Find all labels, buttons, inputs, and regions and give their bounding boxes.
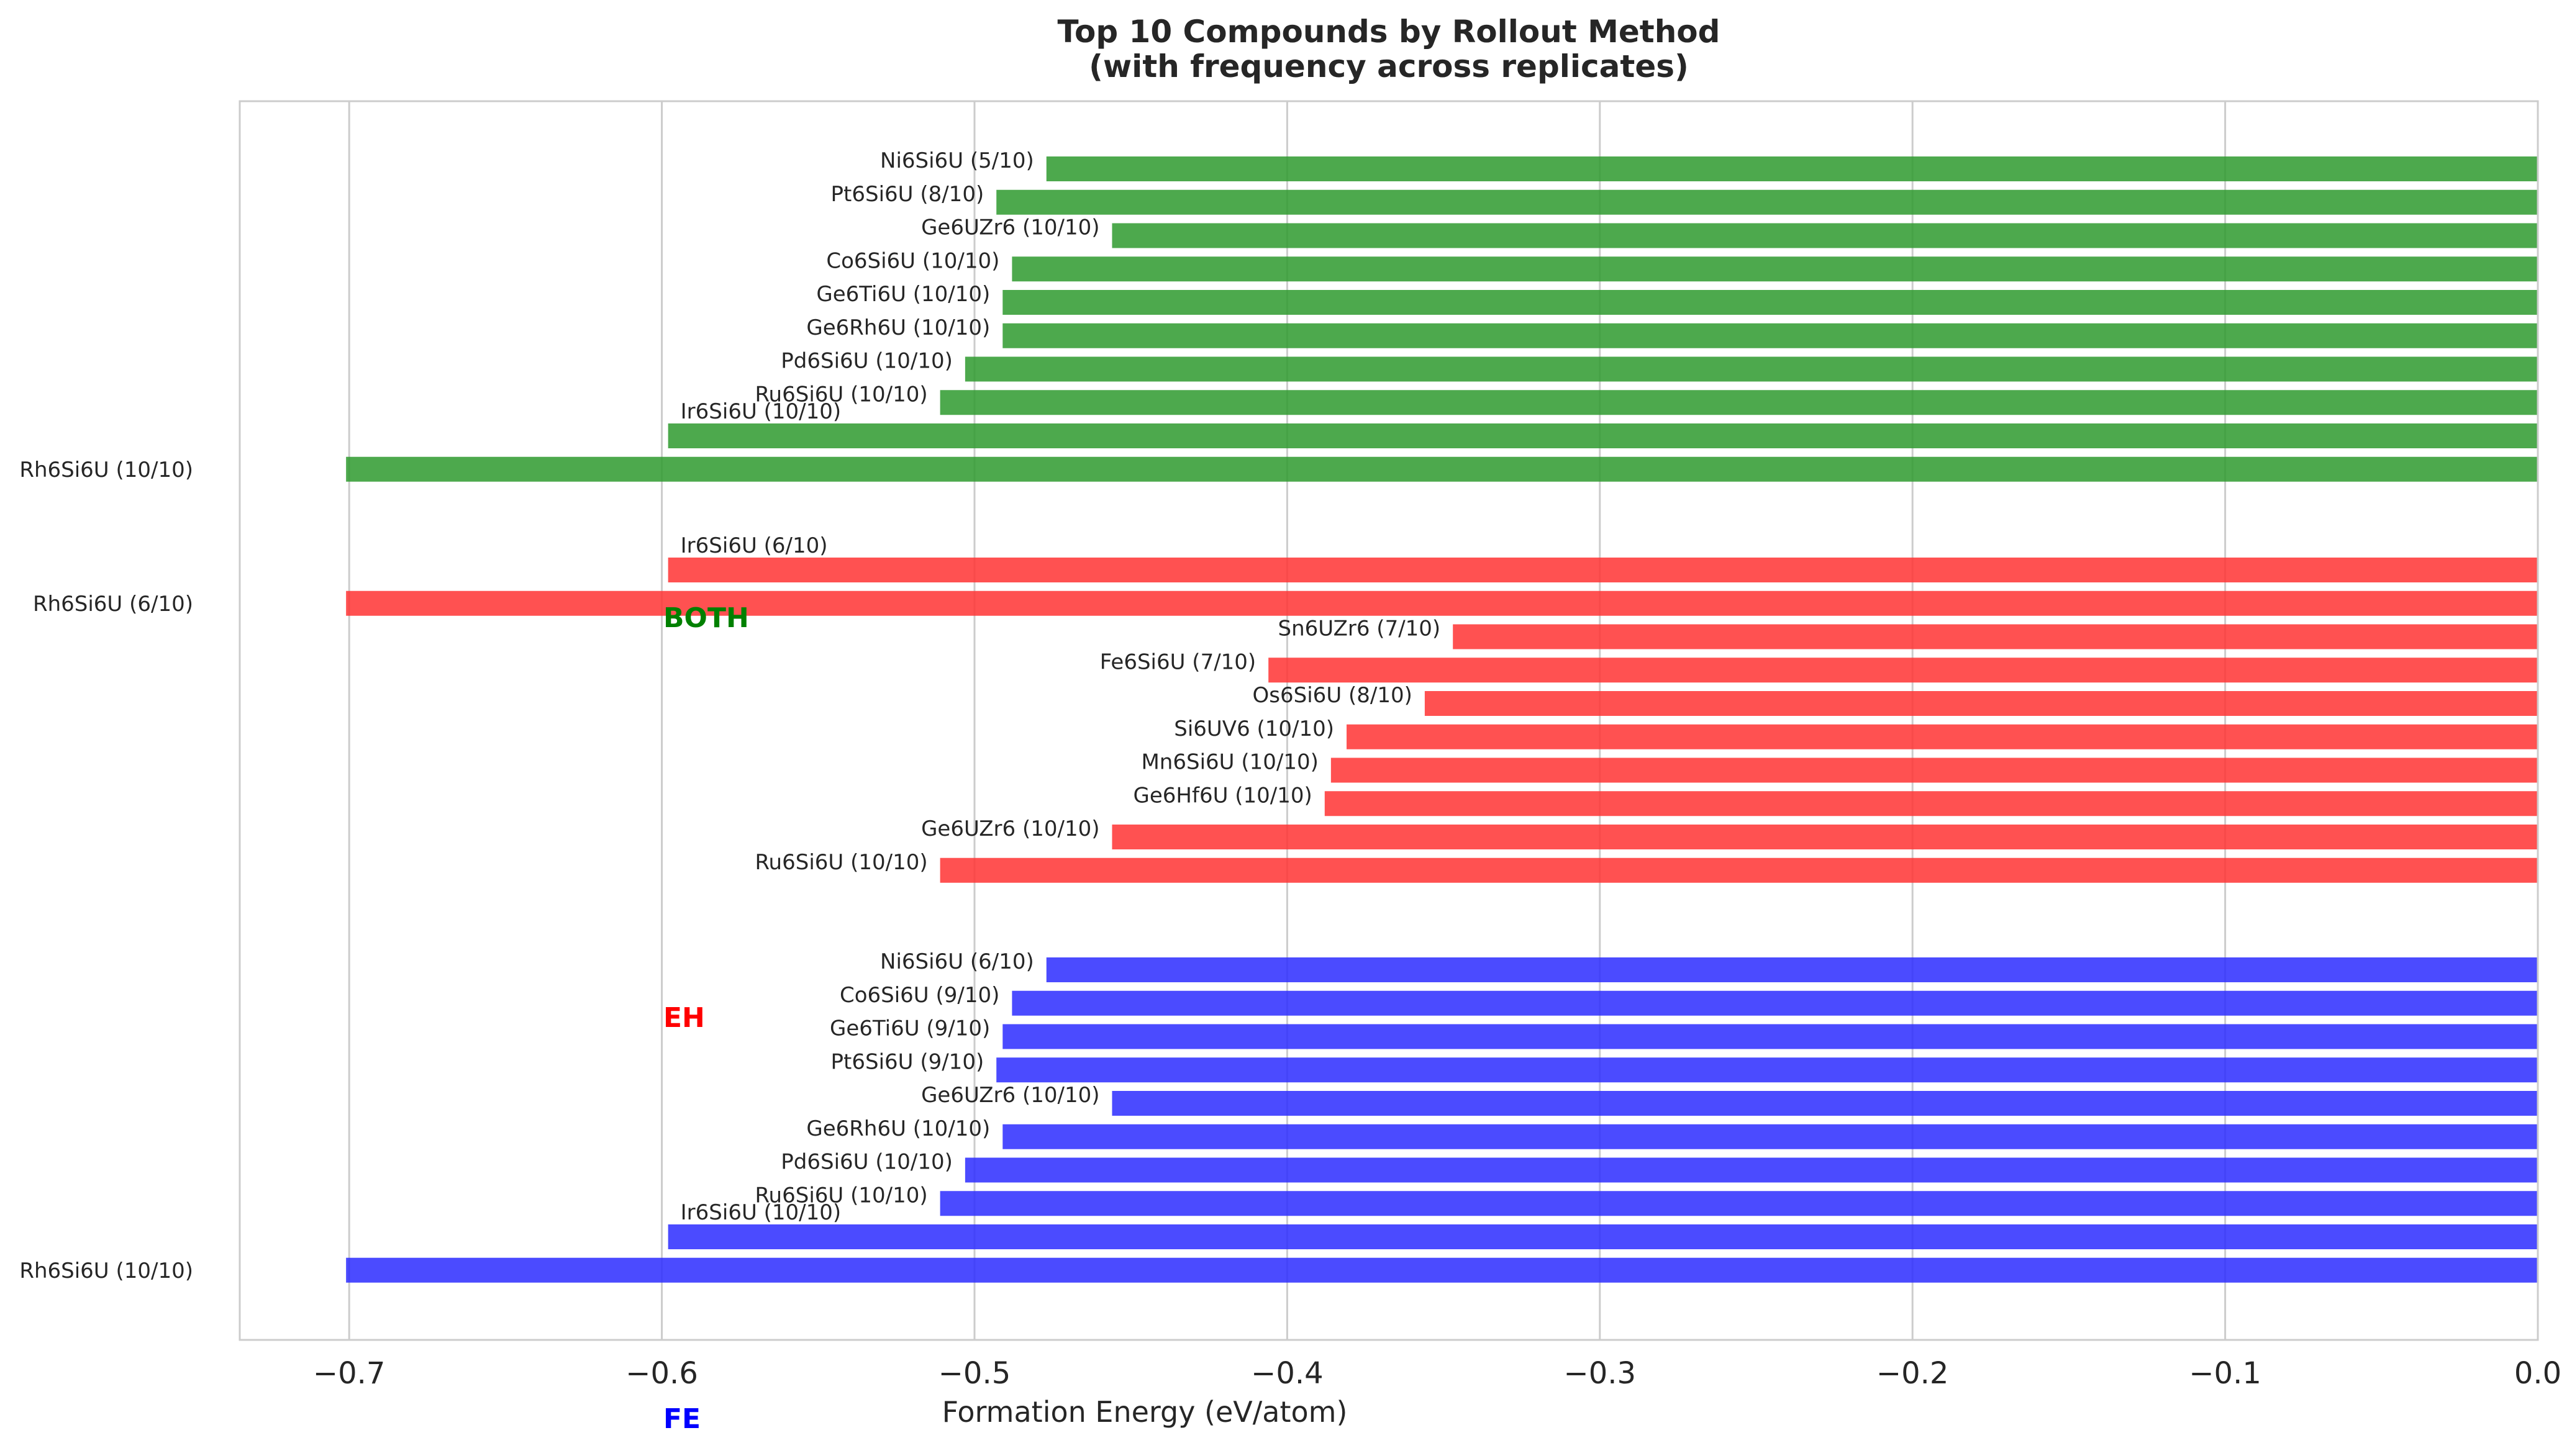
x-tick-label: −0.1 — [2189, 1356, 2261, 1391]
bar — [1012, 990, 2538, 1016]
bar-label: Co6Si6U (10/10) — [826, 248, 999, 273]
chart-title-line: (with frequency across replicates) — [1089, 48, 1689, 84]
bar-label: Si6UV6 (10/10) — [1174, 717, 1334, 741]
bar — [1012, 256, 2538, 282]
bar — [1046, 957, 2538, 982]
bar-label: Sn6UZr6 (7/10) — [1278, 617, 1441, 641]
bar — [1112, 1091, 2538, 1116]
bar — [940, 390, 2538, 415]
bar — [1112, 825, 2538, 849]
bar-label: Fe6Si6U (7/10) — [1100, 649, 1256, 674]
bars: Ni6Si6U (5/10) Pt6Si6U (8/10) Ge6UZr6 (10/… — [19, 148, 2538, 1283]
bar — [940, 1191, 2538, 1216]
bar — [1330, 757, 2538, 783]
bar-label: Ge6Ti6U (10/10) — [816, 282, 990, 307]
bar — [996, 189, 2538, 215]
bar — [1002, 323, 2538, 348]
bar-label: Ru6Si6U (10/10) — [755, 850, 927, 875]
bar — [346, 1257, 2538, 1283]
x-tick-label: −0.3 — [1564, 1356, 1637, 1391]
x-tick-label: 0.0 — [2514, 1356, 2561, 1391]
bar — [1002, 1024, 2538, 1049]
bar-label: Ge6Rh6U (10/10) — [806, 315, 990, 340]
bar-label: Mn6Si6U (10/10) — [1141, 750, 1318, 775]
x-tick-label: −0.5 — [938, 1356, 1011, 1391]
bar — [1112, 223, 2538, 248]
bar-label: Ni6Si6U (5/10) — [880, 148, 1034, 173]
bar-label: Rh6Si6U (10/10) — [19, 458, 193, 482]
bar — [1324, 791, 2538, 816]
bar — [1424, 691, 2538, 716]
bar-label: Ru6Si6U (10/10) — [755, 1183, 927, 1208]
bar-label: Ir6Si6U (6/10) — [681, 533, 828, 558]
bar-label: Rh6Si6U (6/10) — [33, 592, 193, 617]
bar — [1453, 624, 2538, 649]
bar-label: Pd6Si6U (10/10) — [781, 349, 953, 374]
bar-label: Ru6Si6U (10/10) — [755, 382, 927, 407]
bar — [1002, 290, 2538, 315]
group-label: FE — [663, 1403, 701, 1435]
bar-label: Ge6UZr6 (10/10) — [921, 215, 1099, 240]
bar-label: Ge6Rh6U (10/10) — [806, 1116, 990, 1141]
bar — [668, 558, 2538, 582]
bar-label: Ge6UZr6 (10/10) — [921, 1083, 1099, 1108]
bar — [965, 356, 2538, 382]
bar — [940, 857, 2538, 883]
x-axis-ticks: −0.7 −0.6 −0.5 −0.4 −0.3 −0.2 −0.1 0.0 — [313, 1356, 2561, 1391]
bar-label: Pt6Si6U (9/10) — [831, 1049, 984, 1074]
bar — [1347, 724, 2538, 749]
bar — [965, 1157, 2538, 1183]
bar-label: Pd6Si6U (10/10) — [781, 1150, 953, 1175]
x-tick-label: −0.7 — [313, 1356, 386, 1391]
bar-label: Os6Si6U (8/10) — [1253, 683, 1412, 708]
group-label: BOTH — [663, 602, 749, 634]
bar — [1268, 658, 2538, 683]
group-labels: BOTH EH FE — [663, 602, 749, 1435]
bar — [1046, 156, 2538, 181]
bar-label: Ir6Si6U (10/10) — [681, 1200, 842, 1225]
group-label: EH — [663, 1002, 705, 1034]
plot-frame — [239, 100, 2539, 1341]
bar — [668, 423, 2538, 448]
bar-label: Pt6Si6U (8/10) — [831, 182, 984, 207]
x-tick-label: −0.4 — [1251, 1356, 1324, 1391]
bar-label: Ir6Si6U (10/10) — [681, 399, 842, 424]
bar-label: Co6Si6U (9/10) — [840, 983, 999, 1008]
bar — [346, 590, 2538, 616]
bar — [346, 456, 2538, 482]
bar-label: Ge6Ti6U (9/10) — [830, 1016, 990, 1041]
bar-label: Ge6UZr6 (10/10) — [921, 816, 1099, 841]
bar-label: Ni6Si6U (6/10) — [880, 949, 1034, 974]
x-axis-label: Formation Energy (eV/atom) — [942, 1395, 1348, 1429]
bar — [668, 1224, 2538, 1249]
bar-label: Ge6Hf6U (10/10) — [1134, 783, 1312, 808]
x-tick-label: −0.6 — [625, 1356, 698, 1391]
chart-title-line: Top 10 Compounds by Rollout Method — [1058, 14, 1720, 50]
bar — [1002, 1124, 2538, 1149]
bar — [996, 1057, 2538, 1083]
chart-title: Top 10 Compounds by Rollout Method(with … — [1058, 14, 1720, 84]
bar-label: Rh6Si6U (10/10) — [19, 1259, 193, 1283]
x-tick-label: −0.2 — [1876, 1356, 1949, 1391]
